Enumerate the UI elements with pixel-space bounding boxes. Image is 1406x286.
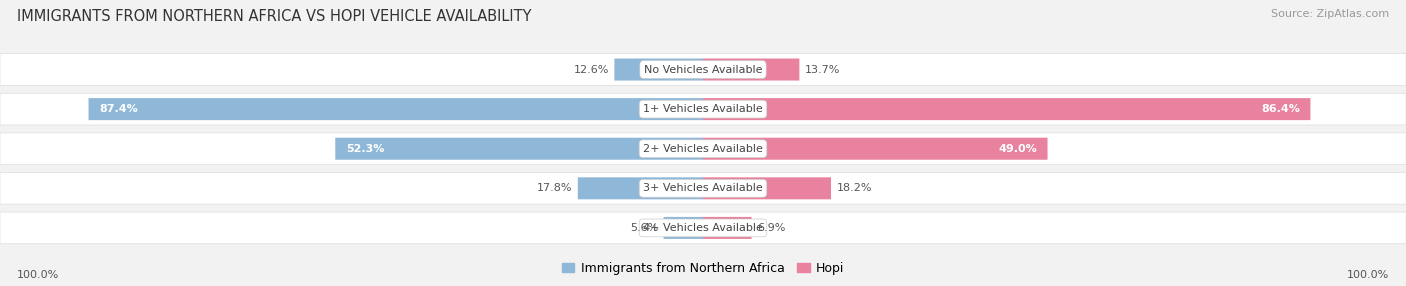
FancyBboxPatch shape [335, 138, 703, 160]
Text: 100.0%: 100.0% [1347, 270, 1389, 279]
FancyBboxPatch shape [578, 177, 703, 199]
Text: 100.0%: 100.0% [17, 270, 59, 279]
FancyBboxPatch shape [89, 98, 703, 120]
FancyBboxPatch shape [0, 54, 1406, 85]
Text: 1+ Vehicles Available: 1+ Vehicles Available [643, 104, 763, 114]
FancyBboxPatch shape [703, 98, 1310, 120]
FancyBboxPatch shape [664, 217, 703, 239]
FancyBboxPatch shape [0, 133, 1406, 164]
Text: 3+ Vehicles Available: 3+ Vehicles Available [643, 183, 763, 193]
Text: Source: ZipAtlas.com: Source: ZipAtlas.com [1271, 9, 1389, 19]
Text: 17.8%: 17.8% [537, 183, 572, 193]
Legend: Immigrants from Northern Africa, Hopi: Immigrants from Northern Africa, Hopi [557, 257, 849, 280]
Text: 87.4%: 87.4% [98, 104, 138, 114]
FancyBboxPatch shape [703, 217, 752, 239]
FancyBboxPatch shape [614, 59, 703, 81]
Text: 13.7%: 13.7% [804, 65, 841, 75]
FancyBboxPatch shape [0, 212, 1406, 244]
Text: IMMIGRANTS FROM NORTHERN AFRICA VS HOPI VEHICLE AVAILABILITY: IMMIGRANTS FROM NORTHERN AFRICA VS HOPI … [17, 9, 531, 23]
Text: 86.4%: 86.4% [1261, 104, 1301, 114]
Text: 12.6%: 12.6% [574, 65, 609, 75]
Text: 5.6%: 5.6% [630, 223, 658, 233]
FancyBboxPatch shape [703, 59, 800, 81]
Text: 49.0%: 49.0% [998, 144, 1038, 154]
FancyBboxPatch shape [703, 138, 1047, 160]
Text: No Vehicles Available: No Vehicles Available [644, 65, 762, 75]
Text: 6.9%: 6.9% [756, 223, 786, 233]
FancyBboxPatch shape [703, 177, 831, 199]
Text: 18.2%: 18.2% [837, 183, 872, 193]
Text: 2+ Vehicles Available: 2+ Vehicles Available [643, 144, 763, 154]
FancyBboxPatch shape [0, 172, 1406, 204]
Text: 52.3%: 52.3% [346, 144, 384, 154]
Text: 4+ Vehicles Available: 4+ Vehicles Available [643, 223, 763, 233]
FancyBboxPatch shape [0, 93, 1406, 125]
